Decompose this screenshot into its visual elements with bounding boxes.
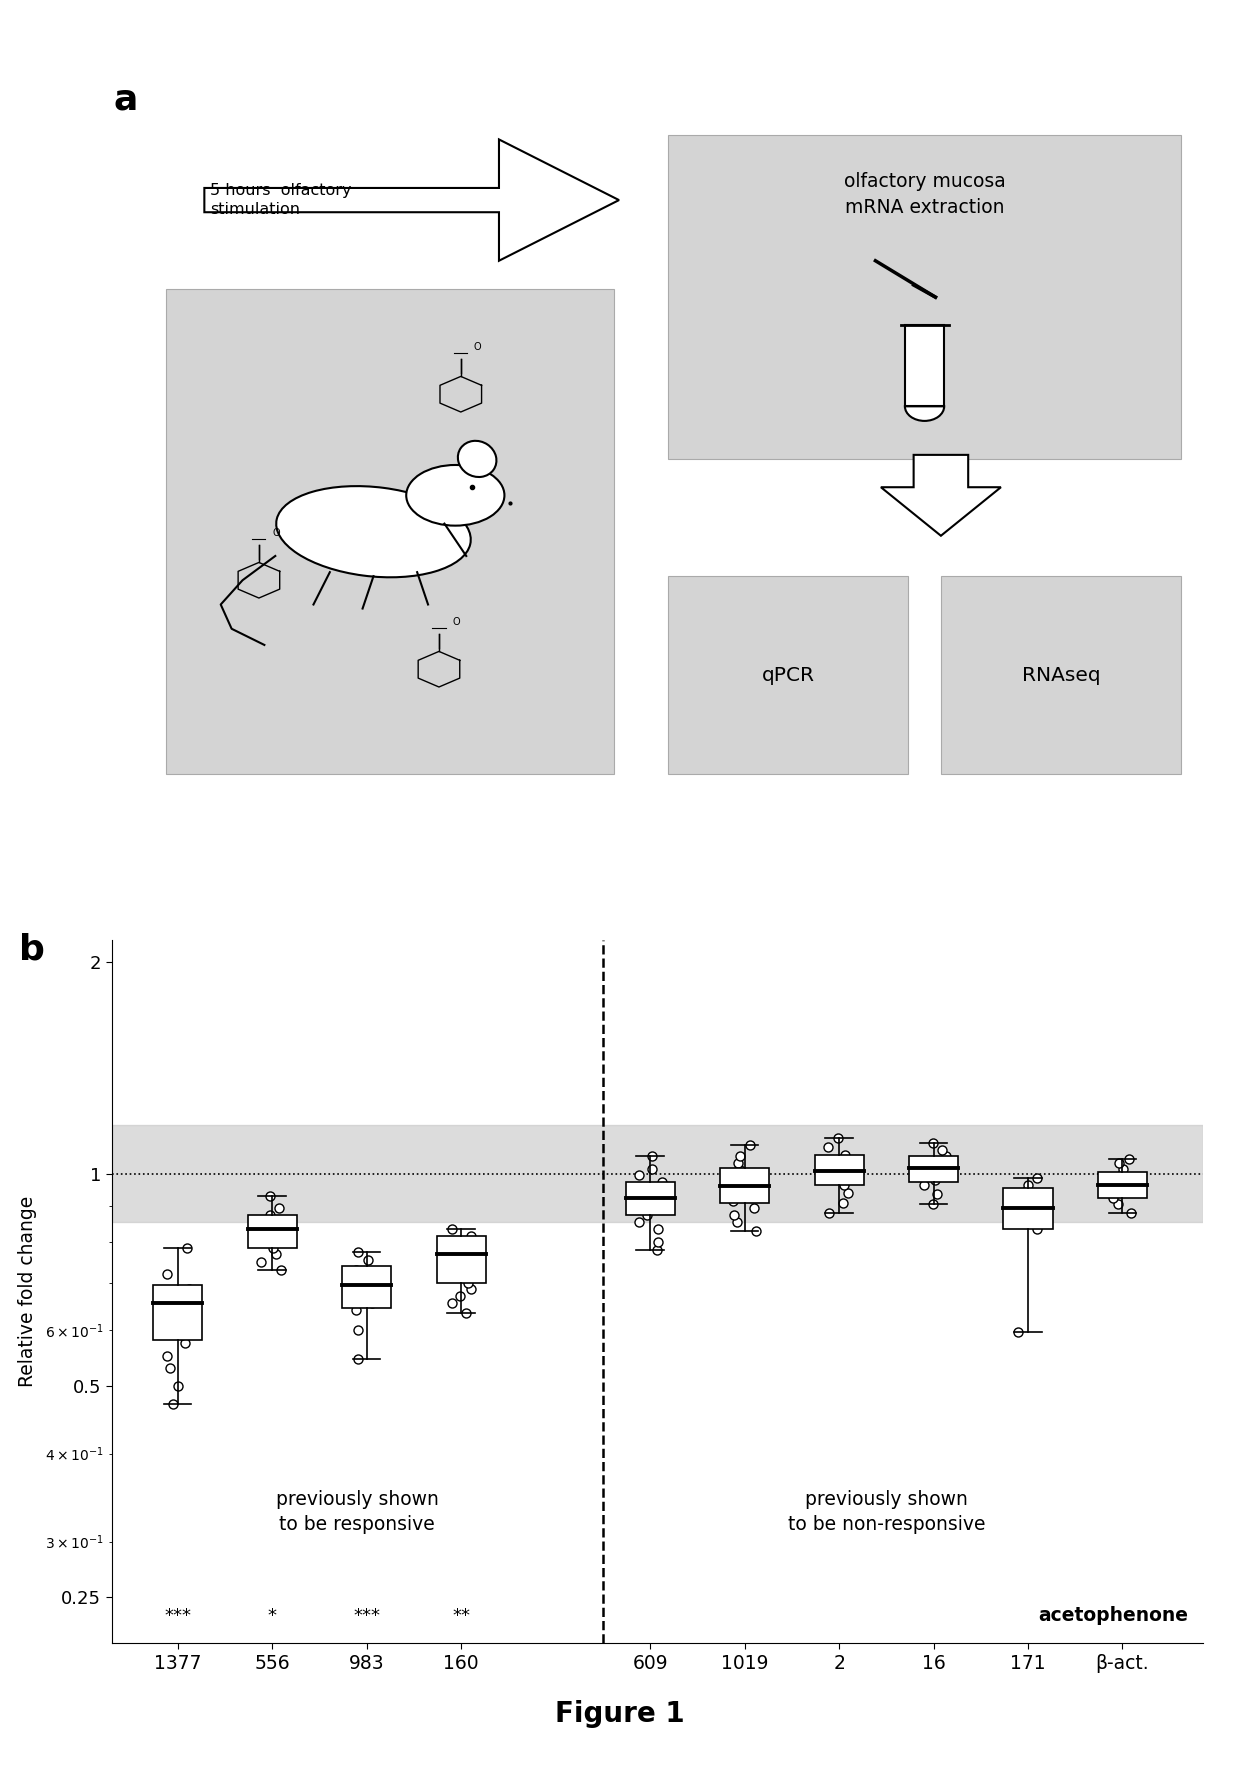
Y-axis label: Relative fold change: Relative fold change <box>17 1196 37 1387</box>
Bar <box>436 1237 486 1283</box>
Ellipse shape <box>277 486 471 578</box>
Text: qPCR: qPCR <box>761 666 815 686</box>
Text: previously shown
to be non-responsive: previously shown to be non-responsive <box>787 1490 985 1534</box>
Bar <box>909 1156 959 1182</box>
Text: O: O <box>272 528 280 539</box>
Polygon shape <box>205 140 619 262</box>
Text: olfactory mucosa
mRNA extraction: olfactory mucosa mRNA extraction <box>843 171 1006 217</box>
FancyBboxPatch shape <box>941 576 1180 774</box>
FancyBboxPatch shape <box>668 136 1180 459</box>
Text: **: ** <box>453 1608 470 1626</box>
Text: a: a <box>114 83 138 117</box>
Text: RNAseq: RNAseq <box>1022 666 1100 686</box>
Bar <box>154 1285 202 1339</box>
Text: *: * <box>268 1608 277 1626</box>
Ellipse shape <box>407 465 505 525</box>
Wedge shape <box>905 406 944 421</box>
Text: previously shown
to be responsive: previously shown to be responsive <box>275 1490 439 1534</box>
Text: ***: *** <box>164 1608 191 1626</box>
FancyBboxPatch shape <box>668 576 908 774</box>
Bar <box>625 1182 675 1214</box>
Text: b: b <box>19 933 45 967</box>
Bar <box>720 1168 769 1203</box>
Text: ***: *** <box>353 1608 381 1626</box>
Bar <box>1003 1187 1053 1228</box>
Polygon shape <box>880 454 1001 535</box>
Text: O: O <box>474 343 481 352</box>
Bar <box>112 1124 1203 1221</box>
Bar <box>248 1214 296 1248</box>
Ellipse shape <box>458 440 496 477</box>
Text: O: O <box>453 617 460 627</box>
Bar <box>342 1265 392 1308</box>
Bar <box>815 1154 863 1184</box>
Text: Figure 1: Figure 1 <box>556 1700 684 1728</box>
Text: acetophenone: acetophenone <box>1039 1606 1189 1626</box>
Text: 5 hours  olfactory
stimulation: 5 hours olfactory stimulation <box>210 184 351 217</box>
FancyBboxPatch shape <box>905 325 944 406</box>
FancyBboxPatch shape <box>166 290 614 774</box>
Bar <box>1097 1172 1147 1198</box>
